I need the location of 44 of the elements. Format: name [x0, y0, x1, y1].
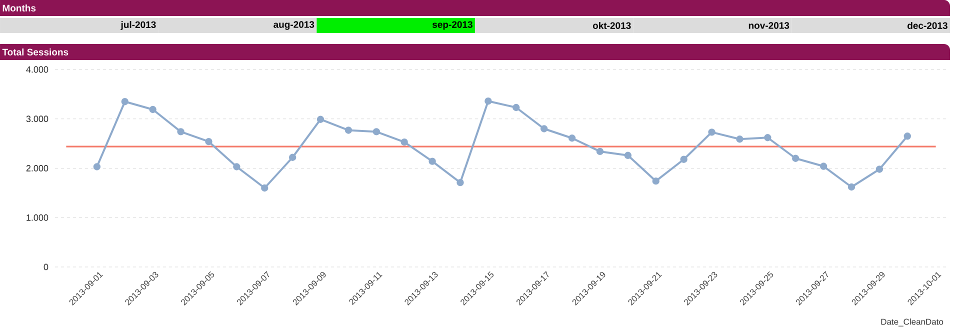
point — [820, 162, 828, 170]
point — [93, 163, 101, 170]
y-tick-label: 3.000 — [26, 116, 48, 122]
point — [484, 97, 492, 105]
point — [456, 178, 464, 186]
point — [652, 177, 660, 185]
point — [344, 126, 352, 134]
category-label: jul-2013 — [120, 21, 156, 30]
y-tick-label: 4.000 — [26, 66, 48, 73]
point — [848, 183, 856, 191]
point — [177, 128, 184, 136]
category-label: okt-2013 — [592, 22, 631, 29]
point — [904, 132, 911, 140]
point — [233, 163, 240, 170]
category-label: dec-2013 — [908, 22, 948, 29]
point — [261, 184, 268, 192]
category-label: aug-2013 — [274, 21, 314, 30]
point — [316, 116, 324, 123]
point — [568, 134, 576, 142]
point — [624, 152, 632, 160]
point — [400, 138, 408, 146]
chart-title: Total Sessions — [2, 48, 68, 56]
text: Months — [2, 4, 36, 12]
point — [792, 154, 800, 162]
point — [205, 138, 212, 146]
point — [372, 128, 380, 136]
category-label: nov-2013 — [748, 22, 790, 29]
y-tick-label: 0 — [44, 264, 48, 270]
point — [428, 158, 436, 165]
x-axis-title: Date_CleanDato — [881, 318, 944, 326]
point — [736, 136, 744, 143]
point — [540, 125, 548, 132]
y-tick-label: 1.000 — [26, 214, 48, 221]
point — [596, 148, 604, 156]
point — [764, 134, 772, 142]
category-label: sep-2013 — [432, 21, 472, 30]
point — [288, 154, 296, 161]
point — [708, 128, 716, 136]
point — [680, 156, 688, 163]
point — [876, 166, 884, 173]
point — [149, 106, 156, 114]
point — [512, 104, 520, 112]
point — [121, 98, 128, 106]
y-tick-label: 2.000 — [26, 165, 48, 172]
